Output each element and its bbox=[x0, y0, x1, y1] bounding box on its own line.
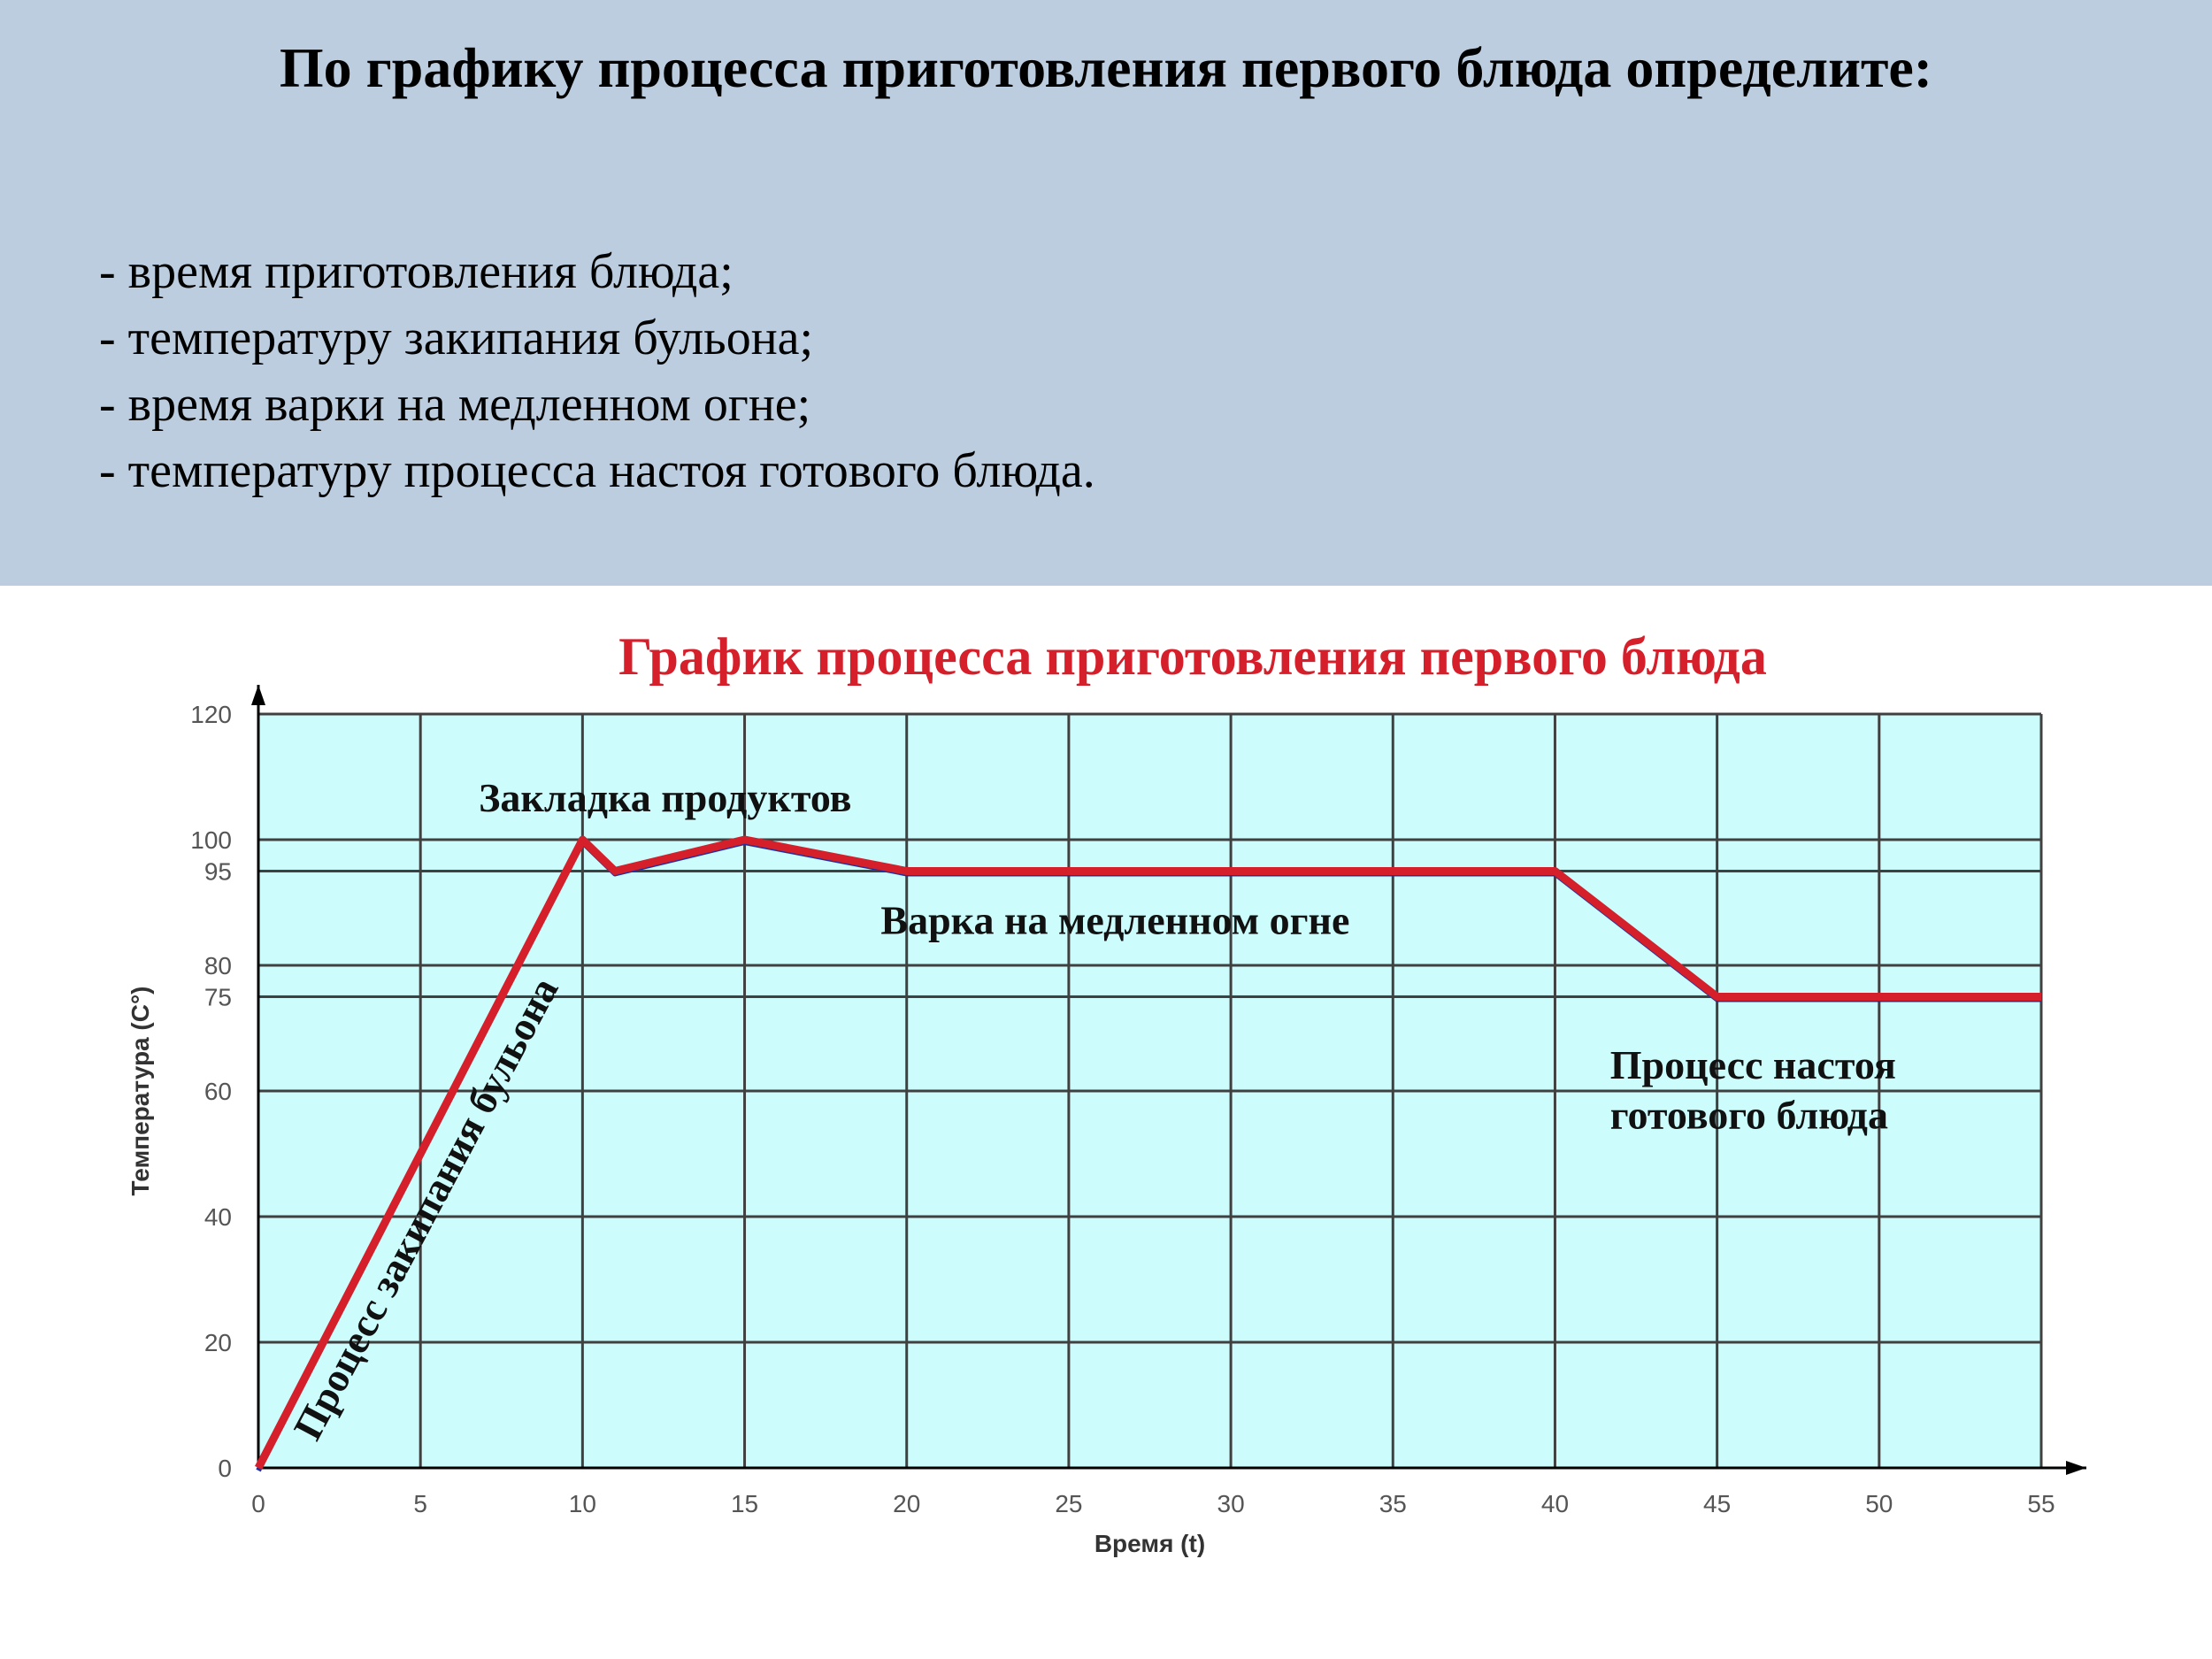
slide-title: По графику процесса приготовления первог… bbox=[279, 36, 1933, 99]
task-header: По графику процесса приготовления первог… bbox=[0, 0, 2212, 586]
x-tick-label: 15 bbox=[731, 1490, 758, 1517]
task-item: - время варки на медленном огне; bbox=[99, 377, 811, 432]
x-tick-label: 10 bbox=[569, 1490, 596, 1517]
chart-title: График процесса приготовления первого бл… bbox=[618, 627, 1767, 686]
x-tick-label: 0 bbox=[251, 1490, 265, 1517]
y-tick-label: 20 bbox=[204, 1329, 232, 1356]
chart-annotation: Варка на медленном огне bbox=[880, 898, 1349, 943]
x-tick-label: 55 bbox=[2027, 1490, 2055, 1517]
y-tick-label: 60 bbox=[204, 1078, 232, 1105]
x-tick-label: 35 bbox=[1379, 1490, 1407, 1517]
task-item: - температуру процесса настоя готового б… bbox=[99, 443, 1095, 498]
plot-layer: 0 5 10 15 20 25 30 35 40 45 50 55 0 20 40 60 75 80 95 100 12… bbox=[127, 685, 2086, 1557]
series-line bbox=[255, 835, 2041, 1471]
x-tick-label: 50 bbox=[1865, 1490, 1893, 1517]
y-tick-label: 75 bbox=[204, 984, 232, 1011]
x-axis-label: Время (t) bbox=[1094, 1530, 1205, 1557]
cooking-process-chart: График процесса приготовления первого бл… bbox=[127, 627, 2086, 1557]
x-tick-label: 30 bbox=[1217, 1490, 1245, 1517]
task-item: - время приготовления блюда; bbox=[99, 244, 733, 299]
x-axis-arrow bbox=[2066, 1461, 2086, 1475]
task-list: - время приготовления блюда; - температу… bbox=[99, 239, 1095, 504]
x-tick-label: 45 bbox=[1703, 1490, 1731, 1517]
chart-area: График процесса приготовления первого бл… bbox=[0, 586, 2212, 1659]
x-tick-label: 5 bbox=[413, 1490, 427, 1517]
x-tick-label: 40 bbox=[1541, 1490, 1569, 1517]
y-tick-label: 120 bbox=[190, 701, 232, 728]
y-axis-label: Температура (С°) bbox=[127, 987, 154, 1196]
y-tick-label: 40 bbox=[204, 1203, 232, 1231]
chart-annotation: Процесс настоя bbox=[1610, 1042, 1896, 1087]
task-item: - температуру закипания бульона; bbox=[99, 311, 814, 365]
y-tick-label: 80 bbox=[204, 952, 232, 979]
chart-annotation: Закладка продуктов bbox=[479, 775, 851, 820]
x-tick-label: 25 bbox=[1055, 1490, 1082, 1517]
chart-annotation: готового блюда bbox=[1610, 1093, 1888, 1138]
y-axis-arrow bbox=[251, 685, 265, 705]
y-tick-label: 95 bbox=[204, 858, 232, 886]
y-tick-label: 0 bbox=[218, 1455, 232, 1482]
y-tick-label: 100 bbox=[190, 826, 232, 854]
x-tick-label: 20 bbox=[893, 1490, 920, 1517]
